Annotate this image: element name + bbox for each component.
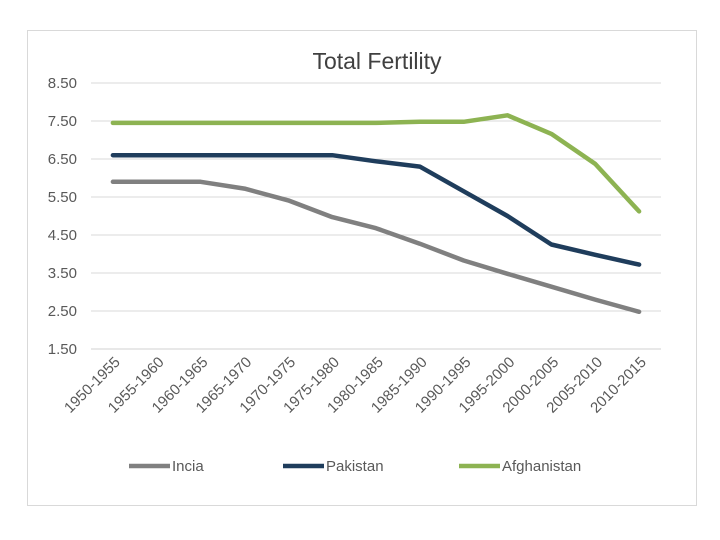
chart-title: Total Fertility [312, 48, 442, 74]
y-tick-label: 6.50 [48, 151, 77, 168]
y-axis: 8.50 7.50 6.50 5.50 4.50 3.50 2.50 1.50 [48, 75, 77, 358]
y-tick-label: 1.50 [48, 341, 77, 358]
legend: Incia Pakistan Afghanistan [129, 458, 581, 475]
series-lines [110, 113, 642, 315]
line-chart: Total Fertility 8.50 7.50 6.50 5.50 4.50 3.50… [48, 48, 661, 475]
y-tick-label: 3.50 [48, 265, 77, 282]
series-line-pakistan [110, 152, 642, 267]
legend-label-afghanistan: Afghanistan [502, 458, 581, 475]
x-axis: 1950-19551955-19601960-19651965-19701970… [61, 354, 650, 417]
legend-label-pakistan: Pakistan [326, 458, 384, 475]
series-line-india [110, 179, 642, 315]
y-tick-label: 2.50 [48, 303, 77, 320]
y-tick-label: 5.50 [48, 189, 77, 206]
y-tick-label: 7.50 [48, 113, 77, 130]
legend-label-india: Incia [172, 458, 204, 475]
chart-area: Total Fertility 8.50 7.50 6.50 5.50 4.50 3.50… [27, 30, 697, 506]
y-tick-label: 4.50 [48, 227, 77, 244]
y-tick-label: 8.50 [48, 75, 77, 92]
series-line-afghanistan [110, 113, 642, 214]
